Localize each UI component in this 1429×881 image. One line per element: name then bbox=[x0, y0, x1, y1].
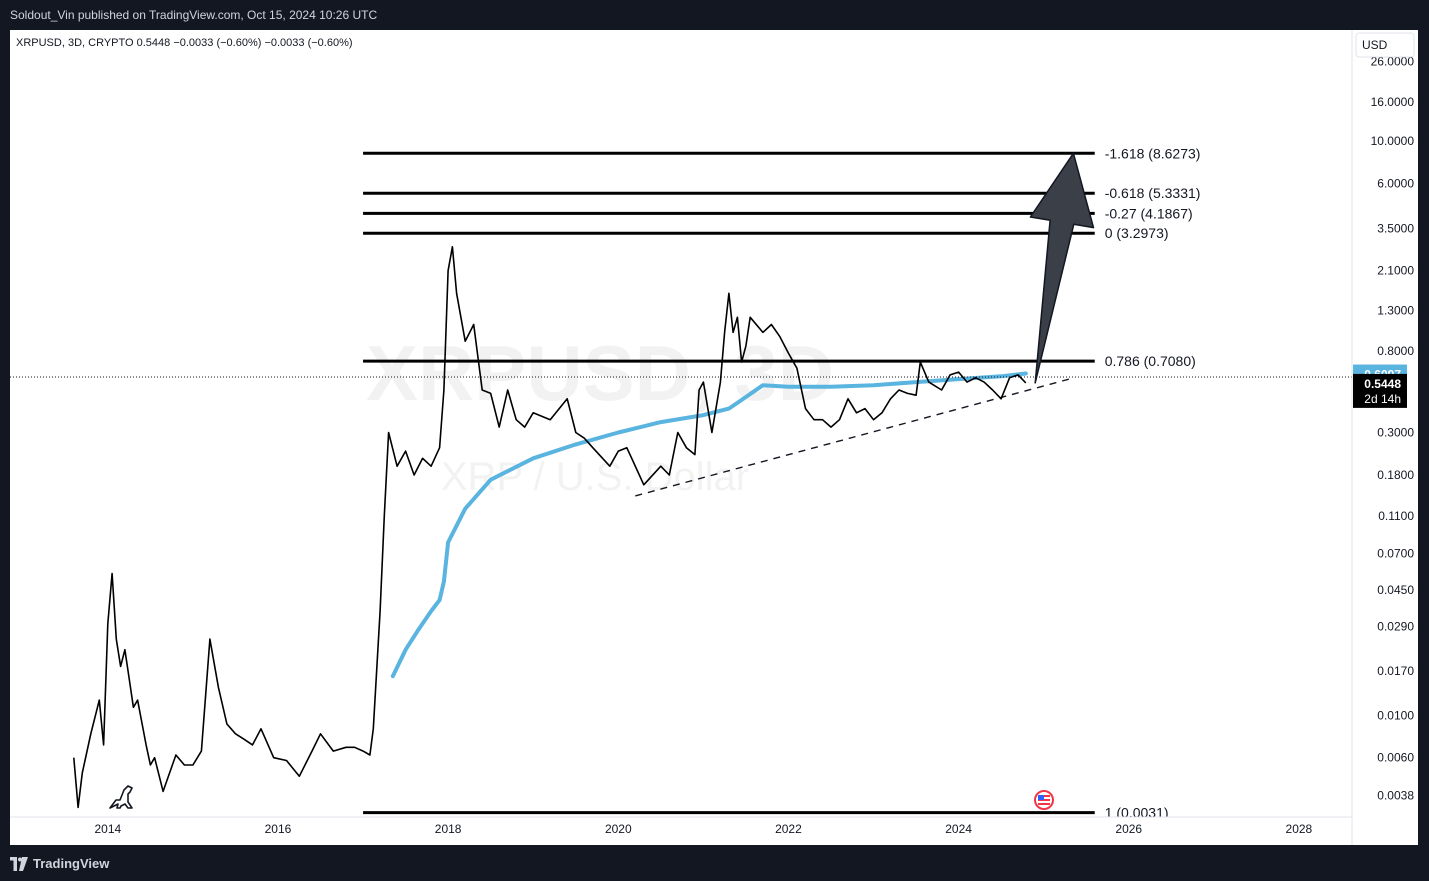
currency-button[interactable] bbox=[1355, 32, 1415, 58]
fib-level-label: 0 (3.2973) bbox=[1105, 225, 1169, 241]
x-tick-label: 2024 bbox=[945, 822, 972, 836]
fib-level-label: -0.27 (4.1867) bbox=[1105, 205, 1193, 221]
xrp-price-line bbox=[73, 246, 1027, 809]
price-axis[interactable]: 26.0000 16.0000 10.0000 6.0000 3.5000 2.1000 1… bbox=[1371, 55, 1415, 841]
y-tick-label: 0.0060 bbox=[1377, 751, 1414, 765]
flag-icon[interactable] bbox=[1034, 790, 1054, 810]
projection-arrow[interactable] bbox=[1029, 152, 1095, 384]
y-tick-label: 2.1000 bbox=[1377, 264, 1414, 278]
publish-header: Soldout_Vin published on TradingView.com… bbox=[0, 0, 1429, 30]
fib-level-label: 0.786 (0.7080) bbox=[1105, 353, 1196, 369]
x-tick-label: 2026 bbox=[1115, 822, 1142, 836]
y-tick-label: 0.0038 bbox=[1377, 789, 1414, 803]
y-tick-label: 0.0290 bbox=[1377, 620, 1414, 634]
y-tick-label: 0.0700 bbox=[1377, 546, 1414, 560]
series-layer bbox=[73, 246, 1070, 809]
y-tick-label: 1.3000 bbox=[1377, 304, 1414, 318]
x-tick-label: 2016 bbox=[265, 822, 292, 836]
price-chart[interactable]: XRPUSD, 3D XRP / U.S. Dollar -1.618 (8.6… bbox=[10, 30, 1418, 845]
bar-countdown-label: 2d 14h bbox=[1364, 392, 1401, 406]
fib-level-label: -0.618 (5.3331) bbox=[1105, 185, 1201, 201]
dino-icon bbox=[109, 785, 133, 809]
time-axis[interactable]: 2014 2016 2018 2020 2022 2024 2026 2028 bbox=[10, 30, 1418, 845]
y-tick-label: 16.0000 bbox=[1371, 95, 1415, 109]
y-tick-label: 6.0000 bbox=[1377, 176, 1414, 190]
price-axis-background bbox=[1352, 30, 1418, 825]
tradingview-brand: TradingView bbox=[33, 856, 110, 871]
chart-frame: XRPUSD, 3D XRP / U.S. Dollar -1.618 (8.6… bbox=[10, 30, 1418, 845]
support-trendline[interactable] bbox=[635, 378, 1070, 497]
x-tick-label: 2018 bbox=[435, 822, 462, 836]
y-tick-label: 3.5000 bbox=[1377, 221, 1414, 235]
x-tick-label: 2028 bbox=[1286, 822, 1313, 836]
y-tick-label: 10.0000 bbox=[1371, 134, 1415, 148]
projection-arrow-layer[interactable] bbox=[1029, 152, 1095, 384]
fib-level-label: -1.618 (8.6273) bbox=[1105, 145, 1201, 161]
footer-bar: TradingView bbox=[0, 847, 1429, 881]
fibonacci-levels[interactable]: -1.618 (8.6273) -0.618 (5.3331) -0.27 (4.1… bbox=[363, 145, 1201, 821]
x-tick-label: 2020 bbox=[605, 822, 632, 836]
y-tick-label: 26.0000 bbox=[1371, 55, 1415, 69]
y-tick-label: 0.0450 bbox=[1377, 583, 1414, 597]
x-tick-label: 2014 bbox=[94, 822, 121, 836]
y-tick-label: 0.0170 bbox=[1377, 664, 1414, 678]
moving-average-line bbox=[390, 371, 1028, 679]
y-tick-label: 0.8000 bbox=[1377, 344, 1414, 358]
tradingview-logo-icon bbox=[10, 857, 28, 871]
time-axis-background bbox=[10, 817, 1418, 845]
last-price-label: 0.5448 bbox=[1364, 377, 1401, 391]
y-tick-label: 0.3000 bbox=[1377, 426, 1414, 440]
y-tick-label: 0.1100 bbox=[1378, 509, 1414, 523]
x-tick-label: 2022 bbox=[775, 822, 802, 836]
publish-text: Soldout_Vin published on TradingView.com… bbox=[10, 8, 378, 22]
currency-button-label[interactable]: USD bbox=[1362, 38, 1388, 52]
y-tick-label: 0.1800 bbox=[1377, 468, 1414, 482]
y-tick-label: 0.0100 bbox=[1377, 708, 1414, 722]
symbol-legend: XRPUSD, 3D, CRYPTO 0.5448 −0.0033 (−0.60… bbox=[16, 37, 353, 49]
watermark-symbol: XRPUSD, 3D bbox=[366, 329, 834, 417]
last-price-badge bbox=[1353, 373, 1407, 408]
